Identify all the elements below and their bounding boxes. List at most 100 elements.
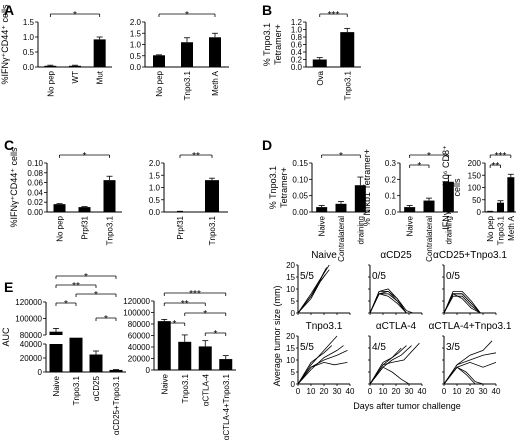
D1-category-label-0: Naive xyxy=(318,215,327,236)
C1-bar-2 xyxy=(103,180,116,212)
D3-sig-label-0: ** xyxy=(491,161,499,172)
y-tick-label: 200 xyxy=(468,159,482,168)
y-tick-label: 1.2 xyxy=(291,18,303,27)
A1-bar-1 xyxy=(69,65,81,67)
panel-letter-E: E xyxy=(4,279,13,295)
D2-category-label-0: Naive xyxy=(406,215,415,236)
C1-category-label-0: No pep xyxy=(56,215,65,241)
E1-bar-0-upper xyxy=(49,331,63,335)
y-tick-label: 5 xyxy=(291,368,296,377)
B-sig-label-0: *** xyxy=(328,10,340,21)
y-tick-label: 0.05 xyxy=(292,192,308,201)
E2-category-label-2: αCTLA-4 xyxy=(201,373,210,406)
D2-category-label-1: Contralateral xyxy=(425,216,434,262)
y-tick-label: 20000 xyxy=(20,354,43,363)
y-tick-label: 15 xyxy=(286,344,295,353)
y-tick-label: 0.10 xyxy=(27,159,43,168)
A1-category-label-2: Mut xyxy=(96,70,105,84)
C1-category-label-2: Tnpo3.1 xyxy=(106,215,115,245)
y-tick-label: 0.3 xyxy=(385,159,397,168)
D3-sig-label-1: *** xyxy=(495,151,507,162)
E1-y-axis-label: AUC xyxy=(1,327,11,347)
chart-A2: 0.0 0.5 1.0 1.5 2.0 No pep Tnpo3.1 Meth A * xyxy=(130,10,229,100)
panel-letter-C: C xyxy=(4,137,14,153)
E1-bar-3 xyxy=(109,369,123,372)
growth-panel-title: αCTLA-4 xyxy=(376,321,417,332)
D2-bar-2 xyxy=(442,181,454,212)
growth-panel-fraction: 5/5 xyxy=(300,342,314,353)
y-tick-label: 0 xyxy=(146,366,151,375)
E1-sig-label-1: ** xyxy=(72,281,80,292)
D1-bar-1 xyxy=(335,203,347,212)
E1-sig-label-4: * xyxy=(104,314,108,325)
E2-sig-label-0: *** xyxy=(189,289,201,300)
y-tick-label: 40000 xyxy=(128,343,151,352)
y-tick-label: 0 xyxy=(38,368,43,377)
y-tick-label: 20 xyxy=(286,332,295,341)
A1-category-label-1: WT xyxy=(71,71,80,84)
y-tick-label: 20 xyxy=(286,261,295,270)
x-tick-label: 10 xyxy=(379,387,388,396)
growth-panel-title: αCTLA-4+Tnpo3.1 xyxy=(429,321,512,332)
y-tick-label: 20000 xyxy=(128,355,151,364)
A2-bar-0 xyxy=(153,55,165,67)
D2-y-axis-label: % Nfkb1 Tetramer+ xyxy=(362,149,372,226)
y-tick-label: 5 xyxy=(291,297,296,306)
y-tick-label: 0 xyxy=(291,380,296,389)
y-tick-label: 100000 xyxy=(123,309,150,318)
y-tick-label: 40000 xyxy=(20,340,43,349)
E2-category-label-1: Tnpo3.1 xyxy=(181,373,190,403)
E2-bar-2 xyxy=(198,346,212,370)
growth-curve-4 xyxy=(443,293,487,314)
D3-category-label-0: No pep xyxy=(486,215,495,241)
growth-curve-3 xyxy=(369,288,414,314)
y-tick-label: 80000 xyxy=(128,320,151,329)
B-bar-0 xyxy=(312,59,327,67)
chart-E2: 0 20000 40000 60000 80000 100000 120000 Naive Tn… xyxy=(123,289,236,440)
E2-category-label-3: αCTLA-4+Tnpo3.1 xyxy=(222,373,231,440)
y-tick-label: 0.5 xyxy=(130,52,142,61)
growth-curve-0 xyxy=(369,290,413,314)
E3-x-axis-label: Days after tumor challenge xyxy=(353,401,461,411)
x-tick-label: 20 xyxy=(392,387,401,396)
growth-panel-title: αCD25+Tnpo3.1 xyxy=(433,250,507,261)
C1-category-label-1: Prpf31 xyxy=(81,215,90,239)
y-tick-label: 0.0 xyxy=(291,63,303,72)
E1-category-label-1: Tnpo3.1 xyxy=(72,375,81,405)
y-tick-label: 0.4 xyxy=(291,48,303,57)
D1-category-label-2: draining xyxy=(356,216,365,244)
E2-sig-label-4: * xyxy=(214,329,218,340)
x-tick-label: 20 xyxy=(466,387,475,396)
D3-bar-0 xyxy=(486,211,494,213)
E1-sig-label-2: * xyxy=(64,299,68,310)
A1-bar-0 xyxy=(44,65,57,67)
growth-panel-title: Tnpo3.1 xyxy=(306,321,343,332)
growth-panel-fraction: 5/5 xyxy=(300,271,314,282)
growth-panel-fraction: 0/5 xyxy=(372,271,386,282)
growth-curve-2 xyxy=(297,350,348,385)
y-tick-label: 120000 xyxy=(123,297,150,306)
E3-y-axis-label: Average tumor size (mm) xyxy=(272,286,282,387)
x-tick-label: 0 xyxy=(296,387,301,396)
y-tick-label: 0.5 xyxy=(149,196,161,205)
A1-sig-label-0: * xyxy=(73,10,77,21)
E2-sig-label-1: ** xyxy=(181,299,189,310)
y-tick-label: 0.08 xyxy=(27,169,43,178)
A2-sig-label-0: * xyxy=(185,10,189,21)
chart-A1: 0.0 0.5 1.0 1.5 No pep WT Mut %IFNγ⁺CD44⁺ cells… xyxy=(0,4,112,97)
y-tick-label: 0.06 xyxy=(27,179,43,188)
y-tick-label: 0.2 xyxy=(291,56,303,65)
D2-bar-1 xyxy=(423,200,435,212)
E2-bar-3 xyxy=(219,359,233,370)
y-tick-label: 15 xyxy=(286,273,295,282)
x-tick-label: 0 xyxy=(442,387,447,396)
y-tick-label: 1.5 xyxy=(130,29,142,38)
D2-category-label-2: draining xyxy=(444,216,453,244)
x-tick-label: 40 xyxy=(346,387,355,396)
y-tick-label: 0.5 xyxy=(23,48,35,57)
E1-bar-2 xyxy=(89,354,103,372)
growth-panel-title: αCD25 xyxy=(380,250,412,261)
y-tick-label: 1.5 xyxy=(149,171,161,180)
